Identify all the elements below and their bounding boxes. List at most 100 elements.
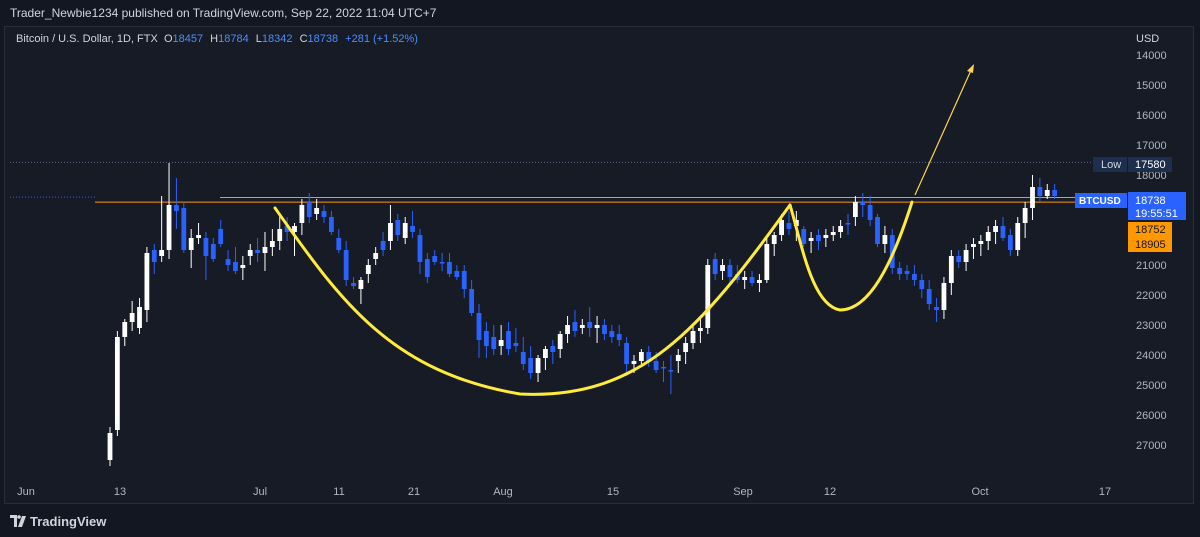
candle xyxy=(543,346,548,370)
symbol-tag-bg xyxy=(1075,193,1127,208)
candle-body xyxy=(1030,187,1035,208)
price-levels xyxy=(10,161,1127,203)
candle-body xyxy=(550,346,556,352)
candle-body xyxy=(675,355,681,361)
candle xyxy=(292,223,297,256)
candle-body xyxy=(329,217,334,232)
candle xyxy=(712,253,718,280)
candle-body xyxy=(1015,223,1021,250)
high-label: H xyxy=(210,33,219,45)
candle-body xyxy=(926,289,932,304)
time-tick-label: Jul xyxy=(253,486,267,498)
candle xyxy=(174,178,179,229)
candle xyxy=(579,319,585,334)
candle xyxy=(247,244,253,265)
candle xyxy=(188,229,194,268)
candle-body xyxy=(336,238,342,250)
candle-body xyxy=(616,334,622,340)
candle-body xyxy=(181,208,187,250)
candle xyxy=(380,232,386,256)
candle-body xyxy=(587,322,593,328)
candle-body xyxy=(528,358,534,373)
time-tick-label: 11 xyxy=(333,486,344,498)
candle xyxy=(897,262,903,280)
candle-body xyxy=(808,238,814,241)
candle-body xyxy=(712,259,718,274)
candle xyxy=(365,259,371,283)
last-price: 18738 xyxy=(1135,195,1166,207)
candle xyxy=(506,322,511,355)
level-2-bg xyxy=(1128,237,1172,252)
candle xyxy=(978,235,984,256)
price-tick-label: 27000 xyxy=(1136,440,1167,452)
price-tick-label: 22000 xyxy=(1136,290,1167,302)
candle-body xyxy=(535,358,541,373)
candle xyxy=(144,247,150,322)
candle xyxy=(948,250,954,295)
candle xyxy=(454,265,460,280)
candle-body xyxy=(351,283,356,286)
time-axis[interactable]: Jun 13 Jul 11 21 Aug 15 Sep 12 Oct 17 xyxy=(17,486,1111,498)
candle xyxy=(727,259,733,286)
candle-body xyxy=(166,205,172,250)
cup-curve xyxy=(273,203,792,396)
candle xyxy=(351,277,356,289)
candle-body xyxy=(1052,190,1058,196)
price-tick-label: 14000 xyxy=(1136,50,1167,62)
candle xyxy=(107,427,113,466)
candle xyxy=(1037,178,1043,202)
candle xyxy=(203,232,209,280)
footer-bar: TradingView xyxy=(0,504,1200,537)
price-tick-label: 25000 xyxy=(1136,380,1167,392)
candle-body xyxy=(742,277,748,280)
tradingview-logo[interactable]: TradingView xyxy=(10,514,106,529)
candle xyxy=(240,256,246,280)
candle-body xyxy=(1044,190,1050,196)
candle xyxy=(705,259,711,334)
symbol-legend: Bitcoin / U.S. Dollar, 1D, FTX O18457 H1… xyxy=(16,33,422,45)
candle xyxy=(1015,217,1021,256)
candle xyxy=(749,271,755,286)
candle-body xyxy=(757,280,762,283)
close-label: C xyxy=(299,33,308,45)
candle-body xyxy=(852,202,858,217)
candle xyxy=(329,211,334,235)
candle-body xyxy=(395,220,401,235)
candle-body xyxy=(262,247,268,253)
projection-arrow-head xyxy=(967,64,974,73)
candle-body xyxy=(159,250,165,256)
candle xyxy=(410,211,415,238)
candle xyxy=(698,319,703,343)
candle-body xyxy=(247,250,253,256)
candle xyxy=(875,214,880,247)
candle-body xyxy=(380,241,386,250)
candle xyxy=(476,304,482,358)
candle xyxy=(934,298,939,322)
candle-body xyxy=(823,235,829,238)
candle-body xyxy=(210,244,216,259)
candle-body xyxy=(461,271,467,289)
candle-body xyxy=(720,265,725,271)
candle-body xyxy=(321,211,327,217)
candle-body xyxy=(557,334,563,349)
candle xyxy=(535,355,541,382)
publisher-bar: Trader_Newbie1234 published on TradingVi… xyxy=(0,0,1200,26)
candle xyxy=(956,250,962,268)
candle xyxy=(439,253,445,271)
candle-body xyxy=(203,238,209,256)
price-tick-label: 23000 xyxy=(1136,320,1167,332)
candle-body xyxy=(801,229,807,244)
candle-body xyxy=(882,235,888,244)
candle-body xyxy=(594,325,600,328)
candle xyxy=(461,265,467,298)
candle-body xyxy=(727,265,733,277)
candle-body xyxy=(779,220,784,235)
candle xyxy=(830,226,836,241)
time-tick-label: Sep xyxy=(733,486,753,498)
candle-body xyxy=(912,274,917,280)
candle xyxy=(852,196,858,226)
price-tags: Low 17580 BTCUSD 18738 19:55:51 18752 18… xyxy=(1075,157,1186,252)
candle-body xyxy=(661,367,666,369)
low-value: 18342 xyxy=(261,33,293,45)
